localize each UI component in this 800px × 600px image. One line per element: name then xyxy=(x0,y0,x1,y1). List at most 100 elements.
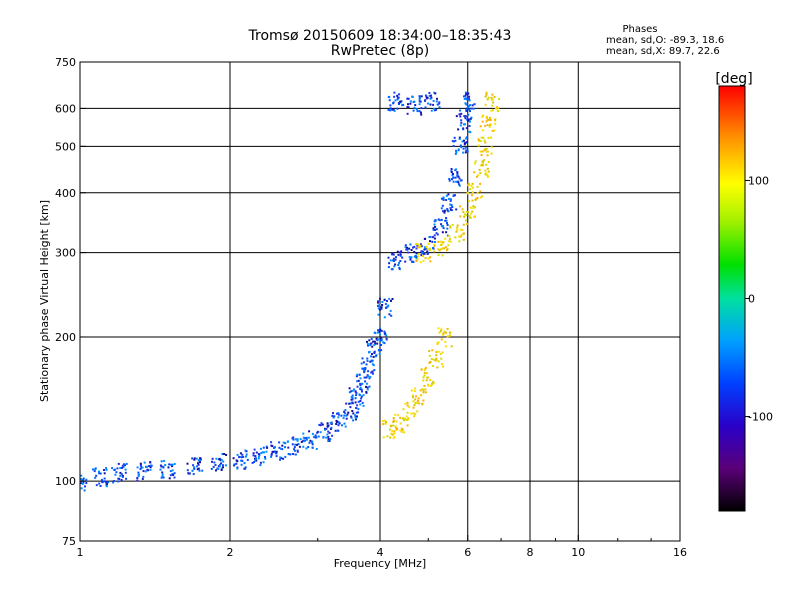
data-point xyxy=(482,114,485,117)
data-point xyxy=(433,91,436,94)
data-point xyxy=(488,118,491,121)
data-point xyxy=(383,316,386,319)
data-point xyxy=(395,256,397,259)
data-point xyxy=(198,469,201,472)
data-point xyxy=(467,113,470,116)
data-point xyxy=(261,451,264,454)
data-point xyxy=(297,443,300,445)
data-point xyxy=(210,467,213,470)
data-point xyxy=(393,95,396,98)
data-point xyxy=(357,400,360,403)
data-point xyxy=(173,472,176,475)
data-point xyxy=(400,430,403,433)
data-point xyxy=(344,425,347,428)
data-point xyxy=(253,448,256,451)
data-point xyxy=(415,243,418,245)
data-point xyxy=(361,367,364,370)
data-point xyxy=(465,137,468,140)
data-point xyxy=(274,450,276,453)
data-point xyxy=(390,268,393,271)
data-point xyxy=(94,476,97,479)
data-point xyxy=(363,376,366,379)
data-point xyxy=(473,216,476,218)
data-point xyxy=(160,476,163,479)
data-point xyxy=(354,397,357,400)
data-point xyxy=(423,384,426,387)
data-point xyxy=(433,220,436,223)
data-point xyxy=(410,249,413,251)
data-point xyxy=(419,100,422,103)
data-point xyxy=(448,178,451,180)
data-point xyxy=(465,107,468,110)
data-point xyxy=(391,253,394,256)
data-point xyxy=(446,208,449,211)
data-point xyxy=(316,430,319,433)
data-point xyxy=(361,401,364,404)
data-point xyxy=(343,422,346,425)
data-point xyxy=(462,238,465,241)
data-point xyxy=(357,408,360,411)
colorbar-tick-label: -100 xyxy=(748,411,773,424)
data-point xyxy=(471,191,474,194)
data-point xyxy=(309,439,312,442)
data-point xyxy=(364,380,367,383)
data-point xyxy=(296,438,299,441)
data-point xyxy=(443,209,446,212)
data-point xyxy=(324,428,326,431)
data-point xyxy=(302,436,305,439)
data-point xyxy=(252,454,255,457)
data-point xyxy=(464,123,466,126)
data-point xyxy=(445,194,448,197)
data-point xyxy=(422,252,425,255)
data-point xyxy=(480,154,483,157)
data-point xyxy=(420,245,423,248)
data-point xyxy=(141,478,144,480)
data-point xyxy=(465,98,468,101)
data-point xyxy=(377,300,380,303)
data-point xyxy=(428,350,431,352)
data-point xyxy=(459,215,462,218)
data-point xyxy=(362,361,365,364)
data-point xyxy=(436,343,439,345)
data-point xyxy=(485,150,488,153)
data-point xyxy=(485,116,488,119)
data-point xyxy=(479,150,482,153)
data-point xyxy=(281,444,284,447)
data-point xyxy=(369,360,372,363)
data-point xyxy=(348,391,351,394)
data-point xyxy=(279,456,282,459)
data-point xyxy=(440,207,443,210)
data-point xyxy=(99,485,102,487)
data-point xyxy=(222,466,224,469)
data-point xyxy=(471,104,474,107)
data-point xyxy=(398,261,401,264)
data-point xyxy=(366,340,368,343)
data-point xyxy=(366,386,369,389)
data-point xyxy=(337,424,340,427)
x-tick-label: 4 xyxy=(377,546,384,559)
data-point xyxy=(455,151,458,154)
data-point xyxy=(391,298,394,300)
data-point xyxy=(419,394,422,397)
data-point xyxy=(418,95,421,98)
data-point xyxy=(160,465,163,468)
data-point xyxy=(444,340,447,343)
data-point xyxy=(296,450,299,453)
data-point xyxy=(327,424,330,427)
y-tick-labels: 75 100 200 300 400 500 600 750 xyxy=(55,56,86,548)
data-point xyxy=(81,482,84,485)
data-point xyxy=(399,100,402,103)
data-point xyxy=(220,458,223,461)
colorbar-tick-label: 100 xyxy=(748,174,769,187)
data-point xyxy=(169,463,172,466)
data-point xyxy=(328,431,331,434)
data-point xyxy=(424,246,426,249)
data-point xyxy=(124,468,127,471)
data-point xyxy=(460,112,463,115)
data-point xyxy=(358,373,361,376)
data-point xyxy=(273,447,275,449)
data-point xyxy=(449,203,452,206)
data-point xyxy=(469,206,472,209)
data-point xyxy=(430,109,433,112)
data-point xyxy=(427,257,430,260)
